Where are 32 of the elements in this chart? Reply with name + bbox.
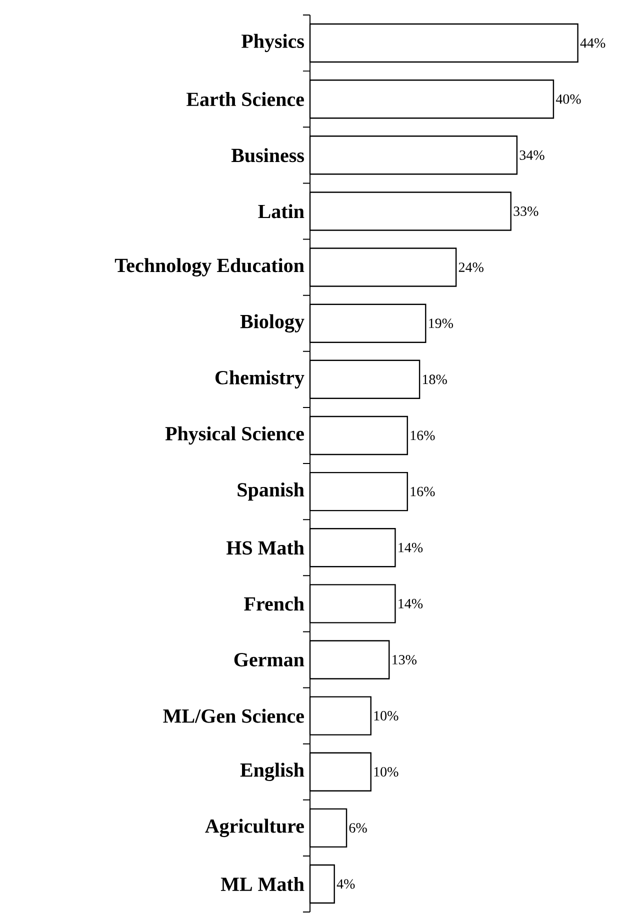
data-label: 4% — [336, 879, 355, 889]
y-tick-label: ML/Gen Science — [163, 708, 304, 723]
data-label: 10% — [374, 767, 398, 777]
y-tick-label: Business — [231, 148, 304, 162]
y-tick-label: Technology Education — [114, 258, 304, 276]
data-label: 13% — [392, 654, 417, 664]
data-label: 34% — [520, 150, 544, 160]
data-label: 24% — [458, 262, 484, 272]
y-tick-label: French — [244, 596, 304, 611]
y-tick-label: Spanish — [238, 482, 304, 501]
y-tick-label: Physical Science — [165, 426, 304, 445]
y-tick-label: German — [234, 653, 304, 666]
y-tick-label: HS Math — [226, 540, 304, 555]
y-tick-label: English — [240, 762, 304, 782]
data-label: 6% — [349, 823, 367, 833]
data-label: 33% — [514, 206, 538, 216]
y-tick-label: Agriculture — [205, 818, 304, 838]
data-label: 18% — [422, 374, 447, 384]
data-label: 44% — [580, 38, 606, 48]
y-tick-label: Chemistry — [215, 370, 304, 389]
data-label: 10% — [374, 711, 398, 721]
data-label: 19% — [429, 318, 454, 328]
data-label: 14% — [398, 598, 423, 608]
y-tick-label: Latin — [258, 204, 304, 218]
y-tick-label: Earth Science — [186, 92, 304, 106]
y-tick-label: Physics — [241, 34, 304, 52]
y-tick-label: ML Math — [220, 876, 304, 892]
data-label: 16% — [410, 430, 435, 440]
y-tick-label: Biology — [240, 314, 304, 332]
data-label: 14% — [398, 542, 423, 552]
data-label: 16% — [410, 486, 435, 496]
data-label: 40% — [556, 94, 581, 104]
